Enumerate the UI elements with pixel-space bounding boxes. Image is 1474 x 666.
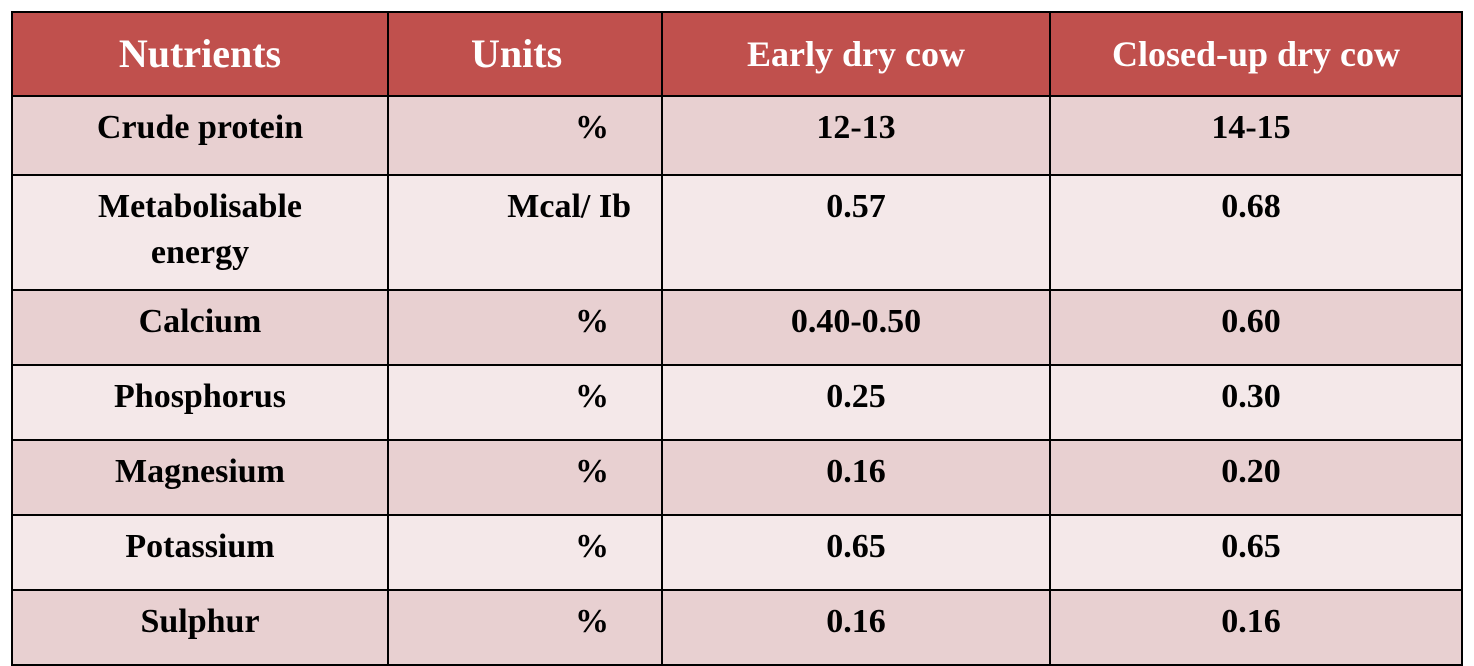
table-row: Potassium % 0.65 0.65 xyxy=(11,514,1463,591)
nutrient-cell: Phosphorus xyxy=(11,364,389,441)
unit-cell: % xyxy=(387,589,663,666)
table-row: Metabolisable energy Mcal/ Ib 0.57 0.68 xyxy=(11,174,1463,291)
table-header-row: Nutrients Units Early dry cow Closed-up … xyxy=(11,11,1463,97)
nutrient-requirements-table: Nutrients Units Early dry cow Closed-up … xyxy=(11,11,1463,666)
nutrient-cell: Magnesium xyxy=(11,439,389,516)
early-dry-cow-cell: 0.25 xyxy=(661,364,1051,441)
header-closed-up-dry-cow: Closed-up dry cow xyxy=(1049,11,1463,97)
closed-up-dry-cow-cell: 0.68 xyxy=(1049,174,1463,291)
nutrient-cell: Potassium xyxy=(11,514,389,591)
unit-cell: % xyxy=(387,289,663,366)
table-row: Phosphorus % 0.25 0.30 xyxy=(11,364,1463,441)
closed-up-dry-cow-cell: 0.20 xyxy=(1049,439,1463,516)
early-dry-cow-cell: 0.65 xyxy=(661,514,1051,591)
early-dry-cow-cell: 0.40-0.50 xyxy=(661,289,1051,366)
nutrient-cell: Metabolisable energy xyxy=(11,174,389,291)
early-dry-cow-cell: 0.57 xyxy=(661,174,1051,291)
early-dry-cow-cell: 0.16 xyxy=(661,589,1051,666)
unit-cell: Mcal/ Ib xyxy=(387,174,663,291)
unit-cell: % xyxy=(387,364,663,441)
closed-up-dry-cow-cell: 0.30 xyxy=(1049,364,1463,441)
table-row: Magnesium % 0.16 0.20 xyxy=(11,439,1463,516)
unit-cell: % xyxy=(387,95,663,176)
header-early-dry-cow: Early dry cow xyxy=(661,11,1051,97)
header-units: Units xyxy=(387,11,663,97)
table-row: Calcium % 0.40-0.50 0.60 xyxy=(11,289,1463,366)
early-dry-cow-cell: 12-13 xyxy=(661,95,1051,176)
unit-cell: % xyxy=(387,439,663,516)
header-nutrients: Nutrients xyxy=(11,11,389,97)
closed-up-dry-cow-cell: 0.16 xyxy=(1049,589,1463,666)
table-row: Sulphur % 0.16 0.16 xyxy=(11,589,1463,666)
nutrient-cell: Sulphur xyxy=(11,589,389,666)
nutrient-cell: Crude protein xyxy=(11,95,389,176)
unit-cell: % xyxy=(387,514,663,591)
closed-up-dry-cow-cell: 0.65 xyxy=(1049,514,1463,591)
closed-up-dry-cow-cell: 14-15 xyxy=(1049,95,1463,176)
nutrient-cell: Calcium xyxy=(11,289,389,366)
table-row: Crude protein % 12-13 14-15 xyxy=(11,95,1463,176)
closed-up-dry-cow-cell: 0.60 xyxy=(1049,289,1463,366)
early-dry-cow-cell: 0.16 xyxy=(661,439,1051,516)
